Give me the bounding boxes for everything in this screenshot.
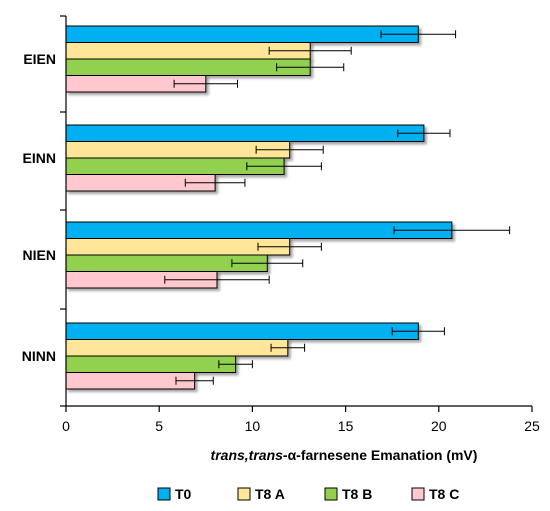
error-bar-ninn-t8c [175,376,214,385]
legend-label-t0: T0 [175,486,192,502]
legend-swatch-t0 [157,487,171,501]
error-bar-eien-t8b [276,63,345,72]
error-bar-einn-t8a [255,145,324,154]
category-label-ninn: NINN [22,348,56,364]
legend: T0 T8 A T8 B T8 C [157,486,459,502]
category-label-nien: NIEN [23,247,56,263]
bar-group-ninn [65,322,445,390]
x-tick-label-25: 25 [524,418,540,434]
legend-swatch-t8c [411,487,425,501]
legend-item-t8c: T8 C [411,486,459,502]
error-bar-nien-t8a [257,242,322,251]
error-bar-einn-t0 [397,129,451,138]
error-bar-einn-t8b [246,162,322,171]
error-bar-ninn-t8a [270,343,306,352]
legend-swatch-t8a [237,487,251,501]
error-bar-nien-t8c [164,275,270,284]
bar-ninn-t0 [65,322,419,340]
error-bar-einn-t8c [184,178,246,187]
legend-item-t8a: T8 A [237,486,285,502]
error-bar-eien-t0 [380,30,457,39]
bar-nien-t8a [65,238,291,256]
bar-group-nien [65,221,511,289]
error-bar-nien-t8b [231,259,304,268]
x-axis-title: trans,trans-α-farnesene Emanation (mV) [211,447,478,463]
legend-label-t8b: T8 B [342,486,372,502]
x-tick-label-5: 5 [155,418,163,434]
error-bar-eien-t8a [268,46,352,55]
x-axis-title-italic: trans,trans [211,447,284,463]
x-tick-label-10: 10 [245,418,261,434]
legend-item-t8b: T8 B [324,486,372,502]
error-bar-eien-t8c [173,79,238,88]
error-bar-ninn-t0 [391,327,445,336]
category-label-eien: EIEN [23,51,56,67]
x-tick-label-0: 0 [62,418,70,434]
legend-label-t8c: T8 C [429,486,459,502]
bar-eien-t0 [65,25,419,43]
bar-ninn-t8c [65,372,196,390]
bar-group-eien [65,25,457,93]
x-tick-label-15: 15 [338,418,354,434]
error-bar-ninn-t8b [218,360,253,369]
bar-eien-t8b [65,58,311,76]
bar-group-einn [65,124,451,192]
error-bar-nien-t0 [393,226,511,235]
category-label-einn: EINN [23,150,56,166]
bar-ninn-t8a [65,339,289,357]
legend-swatch-t8b [324,487,338,501]
bar-einn-t0 [65,124,425,142]
x-axis-title-rest: -α-farnesene Emanation (mV) [283,447,478,463]
x-tick-label-20: 20 [431,418,447,434]
legend-item-t0: T0 [157,486,192,502]
legend-label-t8a: T8 A [255,486,285,502]
axes: EIEN EINN NIEN NINN 0 5 10 15 20 25 [22,15,540,434]
bar-ninn-t8b [65,355,237,373]
plot-area [65,25,511,390]
